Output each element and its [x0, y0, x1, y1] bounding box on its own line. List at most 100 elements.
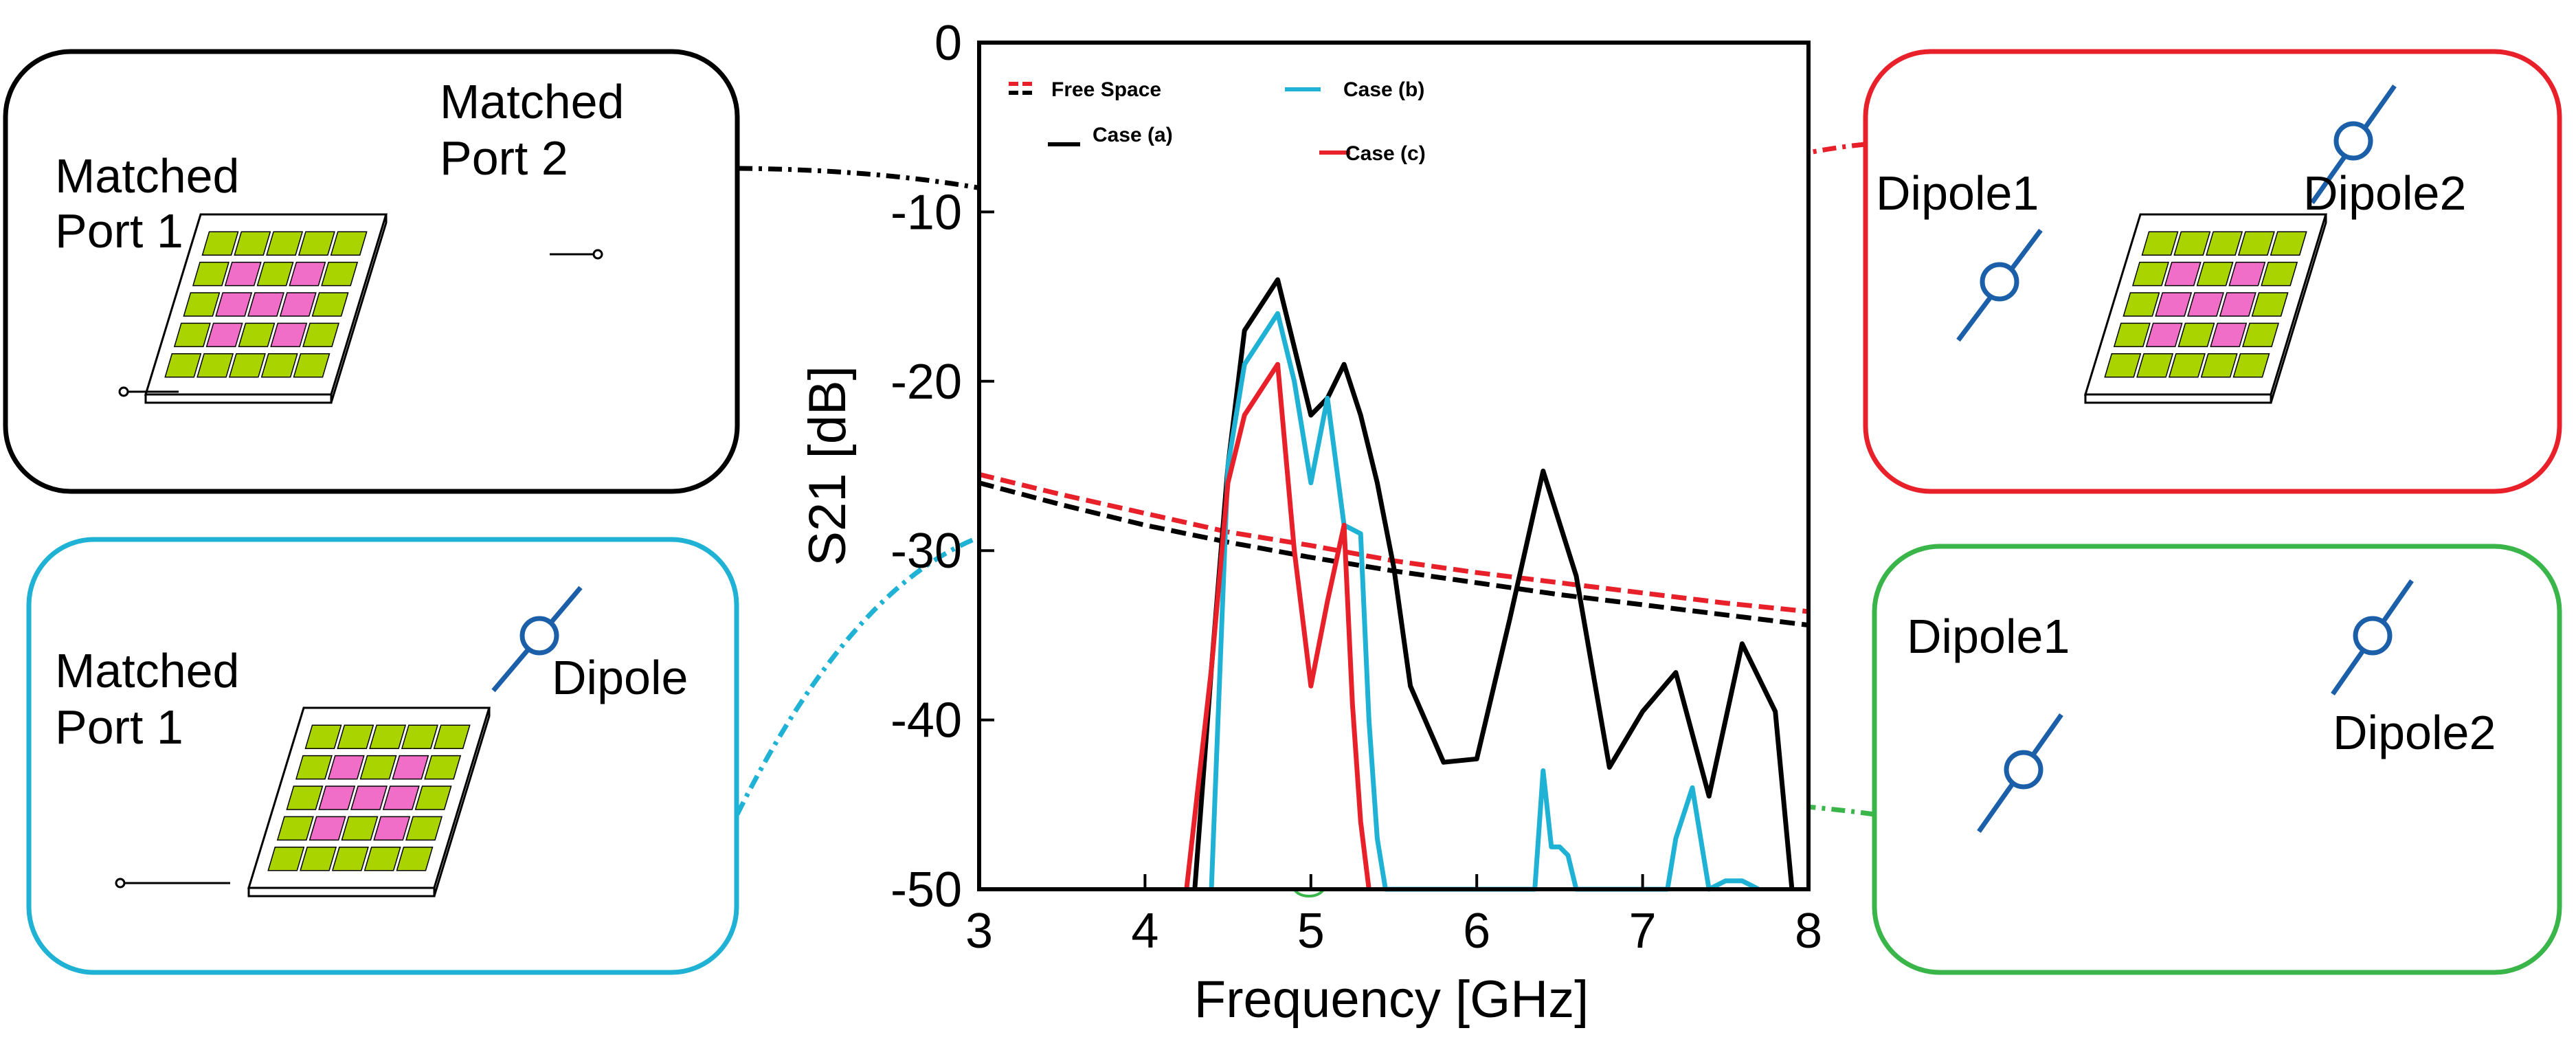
pink-patch — [382, 785, 420, 810]
green-patch — [331, 847, 369, 871]
pink-patch — [215, 292, 253, 317]
green-patch — [414, 785, 452, 810]
green-patch — [369, 724, 407, 749]
x-tick-label: 7 — [1629, 904, 1657, 959]
free-space-dipole2-label: Dipole2 — [2333, 706, 2496, 759]
board-case-a — [144, 213, 388, 404]
legend-case-a-label: Case (a) — [1093, 124, 1173, 146]
green-patch — [300, 847, 337, 871]
green-patch — [201, 231, 239, 256]
dipole-icon — [2310, 84, 2397, 205]
green-patch — [228, 353, 266, 378]
green-patch — [260, 353, 298, 378]
panel-case-a: Matched Port 1 Matched Port 2 — [3, 49, 740, 494]
legend: Free Space Case (a) Case (b) Case (c) — [1009, 78, 1426, 165]
dipole-icon — [1956, 228, 2043, 342]
green-patch — [337, 724, 374, 749]
x-axis-title: Frequency [GHz] — [1194, 970, 1589, 1029]
green-patch — [2261, 261, 2298, 287]
case-c-dipole1-label: Dipole1 — [1876, 166, 2039, 220]
green-patch — [2104, 353, 2142, 378]
pink-patch — [2210, 322, 2248, 348]
green-patch — [330, 231, 368, 256]
pink-patch — [350, 785, 388, 810]
x-tick-label: 4 — [1131, 904, 1158, 959]
green-patch — [2177, 322, 2215, 348]
x-tick-label: 6 — [1463, 904, 1490, 959]
green-patch — [2206, 231, 2243, 256]
green-patch — [234, 231, 271, 256]
plot-area: 3 4 5 6 7 8 0 -10 -20 -30 -40 -50 Free Space Case (… — [798, 16, 1822, 1029]
green-patch — [2237, 231, 2275, 256]
plot-background — [979, 43, 1808, 889]
green-patch — [2123, 292, 2160, 317]
green-patch — [192, 261, 229, 287]
x-tick-label: 5 — [1297, 904, 1325, 959]
green-patch — [2200, 353, 2238, 378]
pink-patch — [2164, 261, 2202, 287]
dipole-icon — [491, 586, 583, 693]
case-a-port1-matched: Matched — [55, 149, 239, 203]
green-patch — [164, 353, 202, 378]
green-patch — [2270, 231, 2307, 256]
green-patch — [2136, 353, 2174, 378]
green-patch — [363, 847, 401, 871]
legend-free-space-label: Free Space — [1051, 78, 1161, 101]
pink-patch — [318, 785, 356, 810]
y-axis-title: S21 [dB] — [798, 366, 857, 566]
pink-patch — [2145, 322, 2183, 348]
case-b-port1-label: Port 1 — [55, 700, 183, 754]
y-tick-label: -10 — [891, 185, 962, 240]
pink-patch — [289, 261, 326, 287]
green-patch — [298, 231, 335, 256]
case-b-port1-matched: Matched — [55, 644, 239, 698]
plot-frame — [977, 41, 1811, 891]
green-patch — [276, 816, 314, 841]
legend-case-b-label: Case (b) — [1343, 78, 1424, 101]
green-patch — [197, 353, 234, 378]
dipole-icon — [2331, 579, 2414, 696]
panel-case-c: Dipole1 Dipole2 — [1863, 49, 2562, 494]
green-patch — [359, 755, 397, 780]
green-patch — [286, 785, 324, 810]
x-tick-label: 8 — [1795, 904, 1822, 959]
green-patch — [311, 292, 349, 317]
green-patch — [2242, 322, 2280, 348]
pink-patch — [247, 292, 285, 317]
dipole-icon — [1977, 713, 2063, 834]
pink-patch — [373, 816, 411, 841]
y-tick-label: -40 — [891, 693, 962, 748]
y-tick-label: -20 — [891, 355, 962, 410]
green-patch — [183, 292, 221, 317]
legend-case-c-label: Case (c) — [1345, 142, 1426, 165]
green-patch — [173, 322, 211, 348]
pink-patch — [205, 322, 243, 348]
pink-patch — [327, 755, 365, 780]
green-patch — [321, 261, 359, 287]
green-patch — [302, 322, 340, 348]
pink-patch — [279, 292, 317, 317]
pink-patch — [309, 816, 346, 841]
pink-patch — [2228, 261, 2266, 287]
board-case-b — [247, 706, 491, 898]
x-tick-label: 3 — [965, 904, 993, 959]
green-patch — [424, 755, 462, 780]
green-patch — [396, 847, 434, 871]
case-b-dipole-label: Dipole — [552, 651, 688, 704]
green-patch — [405, 816, 443, 841]
green-patch — [256, 261, 294, 287]
green-patch — [341, 816, 379, 841]
green-patch — [433, 724, 471, 749]
pink-patch — [224, 261, 262, 287]
y-tick-label: -30 — [891, 524, 962, 579]
case-a-port2-label: Port 2 — [440, 131, 568, 185]
case-a-port1-label: Port 1 — [55, 204, 183, 258]
y-tick-label: -50 — [891, 862, 962, 917]
green-patch — [2168, 353, 2206, 378]
pink-patch — [392, 755, 429, 780]
green-patch — [2141, 231, 2179, 256]
pink-patch — [2186, 292, 2225, 317]
panel-free-space-frame — [1872, 544, 2562, 975]
